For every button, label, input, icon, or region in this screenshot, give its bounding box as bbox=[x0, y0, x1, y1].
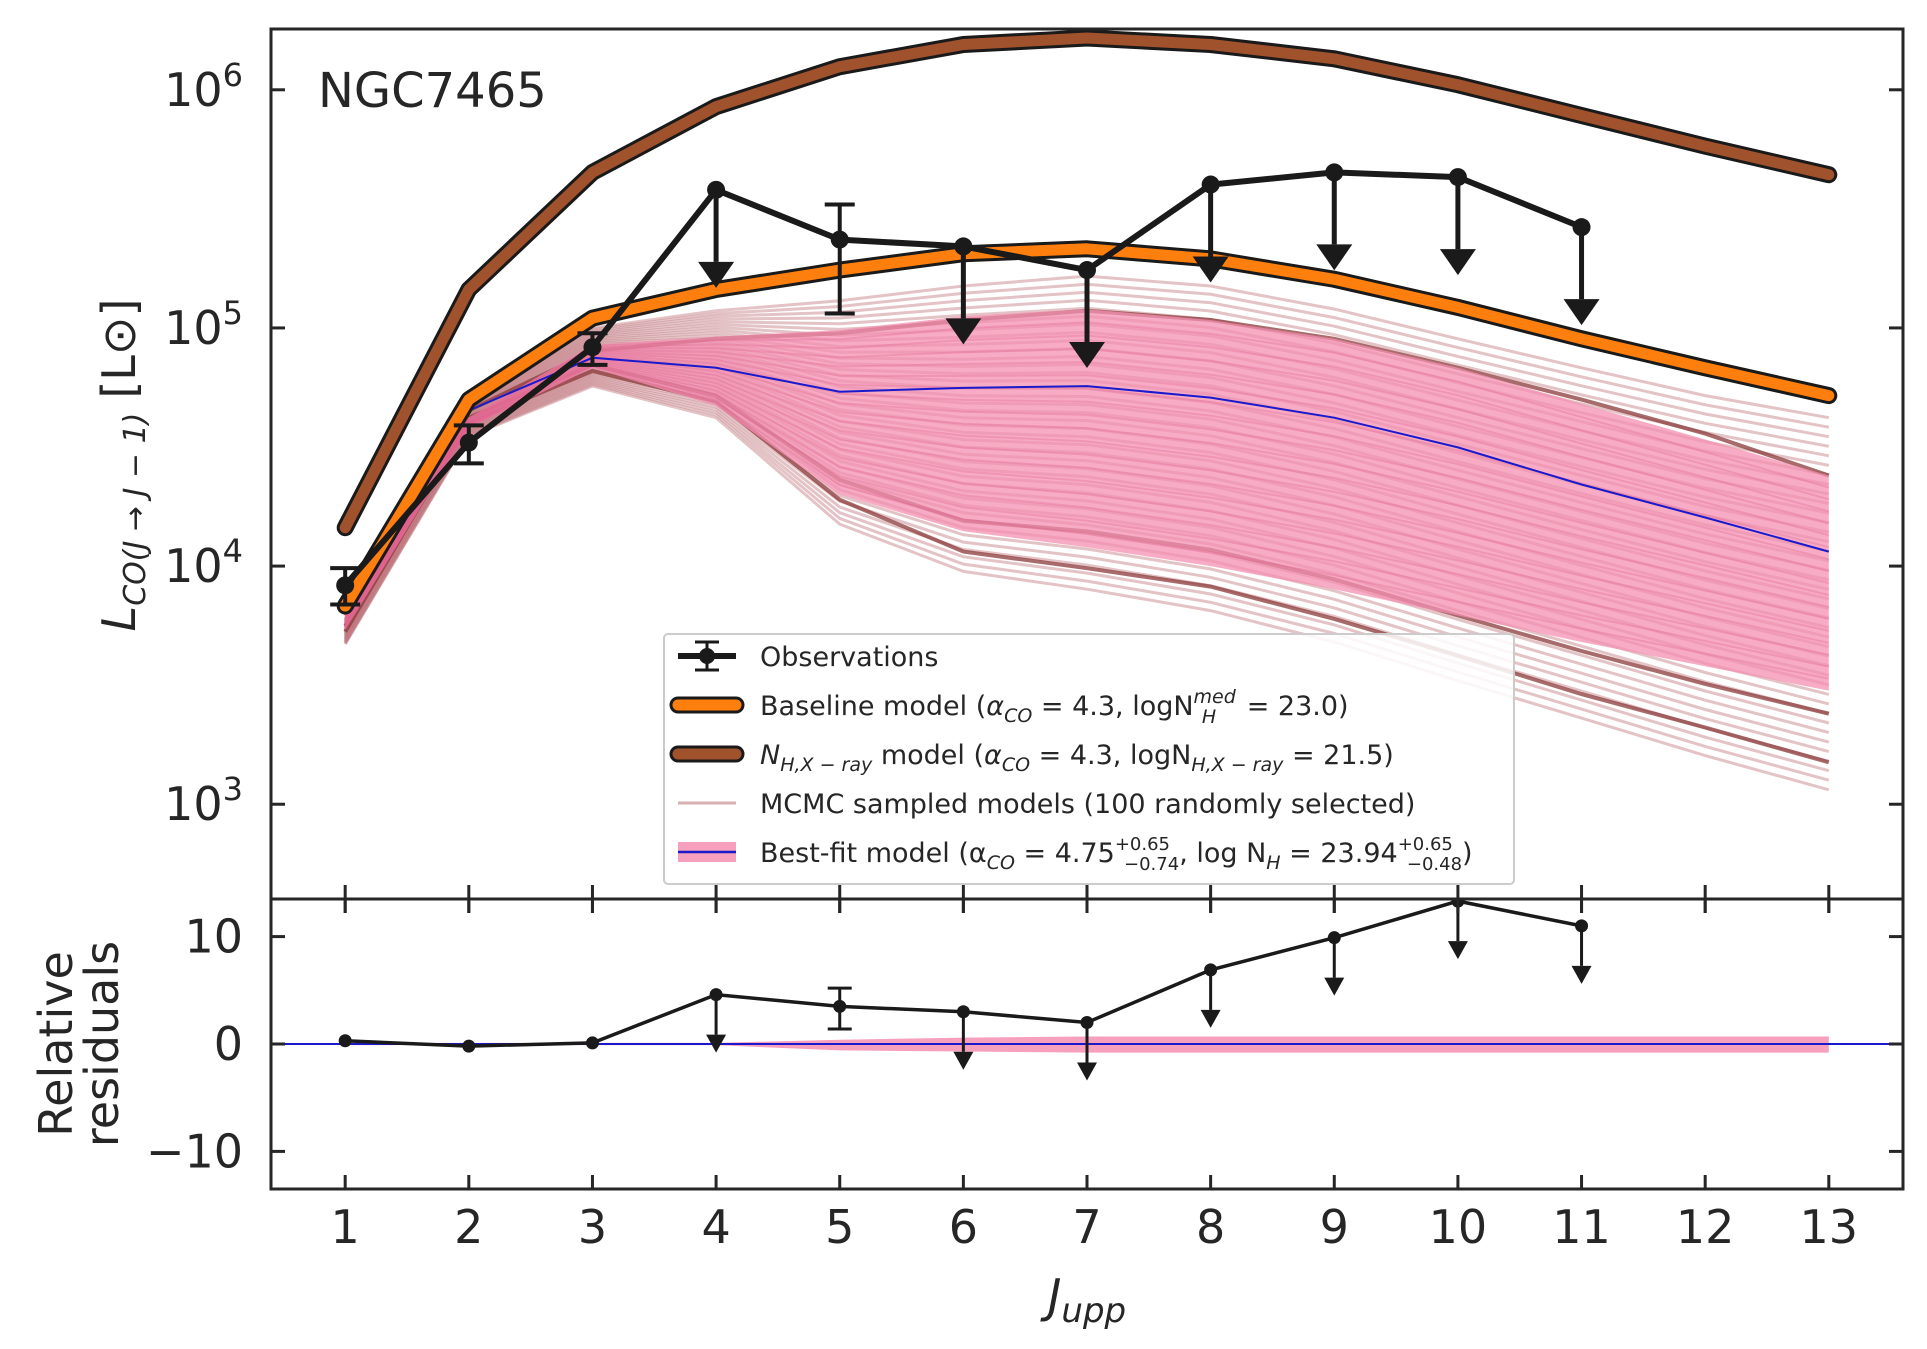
residual-point bbox=[956, 1005, 970, 1019]
residual-point bbox=[462, 1039, 476, 1053]
top-y-tick-label: 106 bbox=[164, 56, 243, 117]
mcmc-line bbox=[343, 384, 1830, 792]
residual-upper-limit-arrow bbox=[953, 1011, 974, 1070]
x-tick-label: 13 bbox=[1800, 1200, 1859, 1254]
observation-point bbox=[336, 576, 355, 595]
x-tick-label: 4 bbox=[701, 1200, 730, 1254]
observation-point bbox=[1572, 218, 1591, 237]
residual-point bbox=[585, 1036, 599, 1050]
y-axis-title-main: L bbox=[92, 606, 146, 632]
upper-limit-arrow bbox=[1069, 270, 1105, 369]
residual-point bbox=[1204, 963, 1218, 977]
upper-limit-arrow bbox=[1316, 172, 1353, 271]
x-tick-label: 1 bbox=[331, 1200, 360, 1254]
x-tick-label: 12 bbox=[1676, 1200, 1735, 1254]
mcmc-line bbox=[343, 381, 1830, 773]
legend-observations-marker bbox=[699, 648, 715, 664]
legend: Observations Baseline model (αCO = 4.3, l… bbox=[663, 633, 1515, 885]
observation-point bbox=[707, 180, 726, 199]
observation-point bbox=[830, 230, 849, 249]
x-tick-label: 5 bbox=[825, 1200, 854, 1254]
baseline-model-line bbox=[339, 243, 1835, 612]
best-fit-band bbox=[345, 309, 1829, 691]
legend-mcmc-label: MCMC sampled models (100 randomly select… bbox=[760, 789, 1415, 820]
x-tick-label: 7 bbox=[1072, 1200, 1101, 1254]
x-tick-label: 2 bbox=[454, 1200, 483, 1254]
legend-box bbox=[663, 633, 1515, 885]
y-axis-title-bottom: Relative residuals bbox=[29, 941, 129, 1147]
observation-point bbox=[1325, 163, 1344, 182]
observation-point bbox=[1078, 261, 1096, 280]
residual-point bbox=[709, 988, 723, 1002]
x-tick-label: 6 bbox=[949, 1200, 978, 1254]
residual-upper-limit-arrow bbox=[1077, 1022, 1097, 1081]
residual-point bbox=[1080, 1016, 1094, 1030]
upper-limit-arrow bbox=[945, 246, 982, 345]
bottom-y-tick-label: 10 bbox=[184, 910, 243, 964]
bottom-y-tick-label: −10 bbox=[146, 1124, 243, 1178]
y-axis-title-bottom-line2: residuals bbox=[75, 941, 129, 1147]
residual-upper-limit-arrow bbox=[1324, 937, 1345, 996]
top-y-tick-label: 105 bbox=[164, 294, 243, 355]
upper-limit-arrow bbox=[1563, 227, 1600, 326]
residual-point bbox=[1575, 919, 1589, 933]
galaxy-name-label: NGC7465 bbox=[318, 63, 547, 119]
residual-upper-limit-arrow bbox=[1200, 969, 1221, 1028]
residual-upper-limit-arrow bbox=[1571, 925, 1592, 984]
x-tick-label: 9 bbox=[1320, 1200, 1349, 1254]
upper-limit-arrow bbox=[1192, 184, 1229, 283]
legend-baseline-label: Baseline model (αCO = 4.3, logNmed H = 23… bbox=[760, 686, 1349, 728]
svg-text:LCO(J → J − 1)[L⊙]: LCO(J → J − 1) [L⊙] bbox=[92, 299, 153, 632]
top-y-tick-label: 104 bbox=[164, 532, 243, 593]
observation-point bbox=[954, 237, 973, 256]
x-axis-title-main: J bbox=[1040, 1269, 1062, 1323]
mcmc-line bbox=[343, 377, 1830, 744]
x-tick-label: 8 bbox=[1196, 1200, 1225, 1254]
observation-point bbox=[583, 338, 602, 357]
upper-limit-arrow bbox=[1439, 177, 1476, 276]
mcmc-line bbox=[343, 378, 1830, 754]
residual-point bbox=[1327, 931, 1341, 945]
observation-point bbox=[459, 433, 478, 452]
observation-point bbox=[1201, 175, 1220, 194]
mcmc-line bbox=[343, 383, 1830, 782]
x-axis-title: Jupp bbox=[1040, 1269, 1126, 1331]
top-panel: 103 104 105 106 NGC7465 Observations Baselin… bbox=[164, 27, 1905, 913]
residual-upper-limit-arrow bbox=[706, 994, 727, 1053]
bottom-y-tick-label: 0 bbox=[214, 1017, 243, 1071]
mcmc-highlight-line bbox=[343, 368, 1830, 765]
y-axis-title-sub: CO(J → J − 1) bbox=[118, 413, 153, 606]
y-axis-title-top: LCO(J → J − 1) [L⊙] bbox=[92, 299, 153, 632]
top-y-tick-label: 103 bbox=[164, 770, 243, 831]
mcmc-line bbox=[343, 380, 1830, 763]
legend-observations-label: Observations bbox=[760, 642, 938, 673]
x-tick-label: 11 bbox=[1552, 1200, 1611, 1254]
legend-xray-label: NH,X − ray model (αCO = 4.3, logNH,X − r… bbox=[760, 740, 1394, 776]
observation-error-bar bbox=[824, 202, 855, 316]
upper-limit-arrow bbox=[698, 189, 735, 288]
x-axis-title-sub: upp bbox=[1061, 1291, 1126, 1331]
residual-point bbox=[833, 999, 847, 1013]
residual-point bbox=[338, 1034, 352, 1048]
y-axis-title-unit: [L⊙] bbox=[92, 299, 146, 399]
observation-point bbox=[1448, 168, 1467, 187]
y-axis-title-bottom-line1: Relative bbox=[29, 951, 83, 1137]
legend-bestfit-label: Best-fit model (αCO = 4.75+0.65 −0.74, lo… bbox=[760, 834, 1473, 875]
xray-model-line bbox=[339, 32, 1835, 534]
x-tick-label: 3 bbox=[578, 1200, 607, 1254]
x-tick-label: 10 bbox=[1429, 1200, 1488, 1254]
